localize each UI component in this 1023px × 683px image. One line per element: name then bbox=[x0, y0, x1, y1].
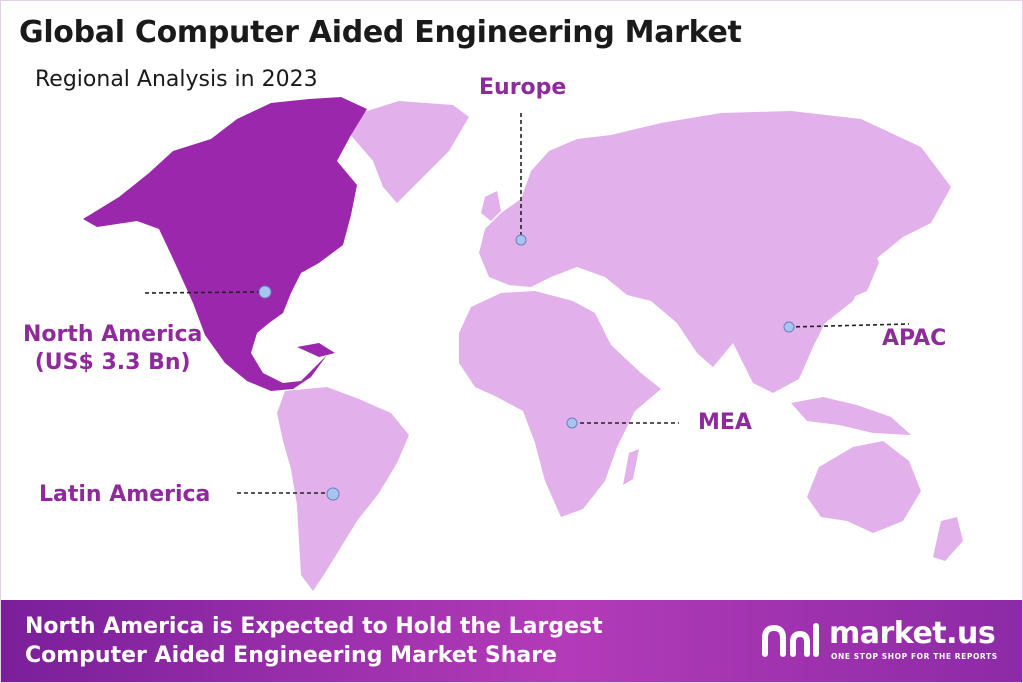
japan-shape bbox=[853, 243, 879, 297]
market-us-logo-icon bbox=[762, 623, 819, 657]
footer-banner: North America is Expected to Hold the La… bbox=[1, 600, 1022, 682]
footer-line-2: Computer Aided Engineering Market Share bbox=[25, 643, 557, 668]
north-america-marker bbox=[258, 285, 272, 299]
north-america-shape bbox=[83, 97, 367, 391]
page-subtitle: Regional Analysis in 2023 bbox=[35, 67, 318, 92]
greenland-shape bbox=[349, 101, 469, 203]
europe-marker bbox=[515, 234, 527, 246]
north-america-leader-line bbox=[144, 291, 264, 294]
page-title: Global Computer Aided Engineering Market bbox=[19, 15, 742, 50]
caribbean-shape bbox=[297, 343, 335, 357]
brand-tagline: ONE STOP SHOP FOR THE REPORTS bbox=[831, 652, 998, 661]
sea-islands-shape bbox=[791, 397, 911, 435]
apac-leader-line bbox=[788, 323, 910, 328]
mea-marker bbox=[566, 417, 578, 429]
north-america-label: North America (US$ 3.3 Bn) bbox=[23, 321, 202, 377]
mea-label: MEA bbox=[698, 410, 752, 435]
apac-marker bbox=[783, 321, 795, 333]
europe-label: Europe bbox=[479, 75, 567, 100]
latin-america-marker bbox=[326, 487, 340, 501]
footer-line-1: North America is Expected to Hold the La… bbox=[25, 614, 603, 639]
south-america-shape bbox=[277, 387, 409, 591]
australia-shape bbox=[807, 441, 921, 533]
new-zealand-shape bbox=[933, 517, 963, 561]
world-map bbox=[83, 97, 963, 591]
uk-shape bbox=[481, 191, 501, 221]
latin-america-label: Latin America bbox=[39, 482, 211, 507]
brand-name: market.us bbox=[829, 616, 996, 651]
africa-shape bbox=[459, 291, 661, 517]
north-america-value: (US$ 3.3 Bn) bbox=[34, 350, 191, 375]
apac-label: APAC bbox=[882, 326, 947, 351]
north-america-name: North America bbox=[23, 322, 203, 347]
footer-text: North America is Expected to Hold the La… bbox=[25, 612, 603, 670]
eurasia-shape bbox=[479, 111, 951, 393]
madagascar-shape bbox=[623, 449, 639, 485]
brand: market.us ONE STOP SHOP FOR THE REPORTS bbox=[759, 616, 999, 668]
